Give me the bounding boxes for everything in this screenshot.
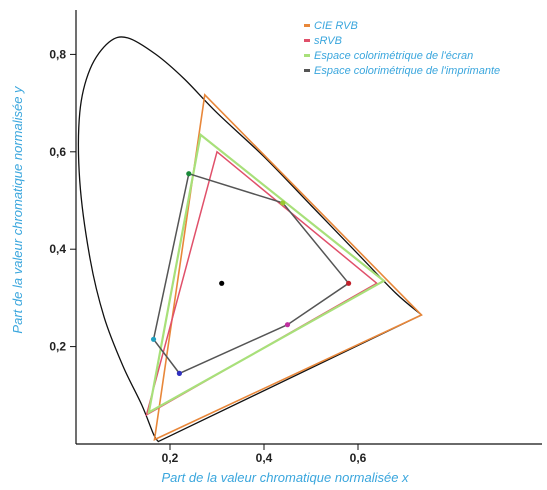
- y-axis-title: Part de la valeur chromatique normalisée…: [10, 85, 25, 334]
- legend-label: Espace colorimétrique de l'écran: [314, 50, 473, 62]
- x-tick-label: 0,6: [350, 451, 367, 465]
- legend-swatch: [304, 69, 310, 72]
- printer-gamut: [152, 172, 350, 375]
- printer-vertex-point: [186, 171, 192, 177]
- legend-swatch: [304, 24, 310, 27]
- spectral-locus-curve: [77, 36, 423, 443]
- printer-vertex-point: [150, 336, 157, 342]
- screen-gamut: [147, 132, 386, 415]
- points-layer: [150, 171, 352, 376]
- y-tick-label: 0,2: [49, 340, 66, 354]
- axes: 0,2 0,4 0,6 0,2 0,4 0,6 0,8: [49, 10, 542, 465]
- printer-vertex-point: [176, 370, 182, 376]
- legend-swatch: [304, 54, 310, 57]
- y-tick-label: 0,6: [49, 145, 66, 159]
- legend-label: CIE RVB: [314, 20, 358, 32]
- printer-vertex-point: [284, 322, 291, 328]
- legend-label: sRVB: [314, 35, 342, 47]
- legend-label: Espace colorimétrique de l'imprimante: [314, 65, 500, 77]
- y-tick-label: 0,4: [49, 242, 66, 256]
- spectral-locus-layer: [77, 36, 423, 443]
- y-tick-label: 0,8: [49, 47, 66, 61]
- x-tick-label: 0,2: [162, 451, 179, 465]
- printer-vertex-point: [346, 280, 352, 286]
- legend-swatch: [304, 39, 310, 42]
- cie-rvb-gamut: [153, 93, 423, 441]
- axis-labels: Part de la valeur chromatique normalisée…: [10, 85, 409, 485]
- x-tick-label: 0,4: [256, 451, 273, 465]
- legend: CIE RVB sRVB Espace colorimétrique de l'éc…: [304, 20, 500, 77]
- white-point: [219, 280, 225, 286]
- x-axis-title: Part de la valeur chromatique normalisée…: [161, 470, 409, 485]
- printer-vertex-point: [280, 200, 286, 206]
- gamut-series-layer: [145, 93, 423, 441]
